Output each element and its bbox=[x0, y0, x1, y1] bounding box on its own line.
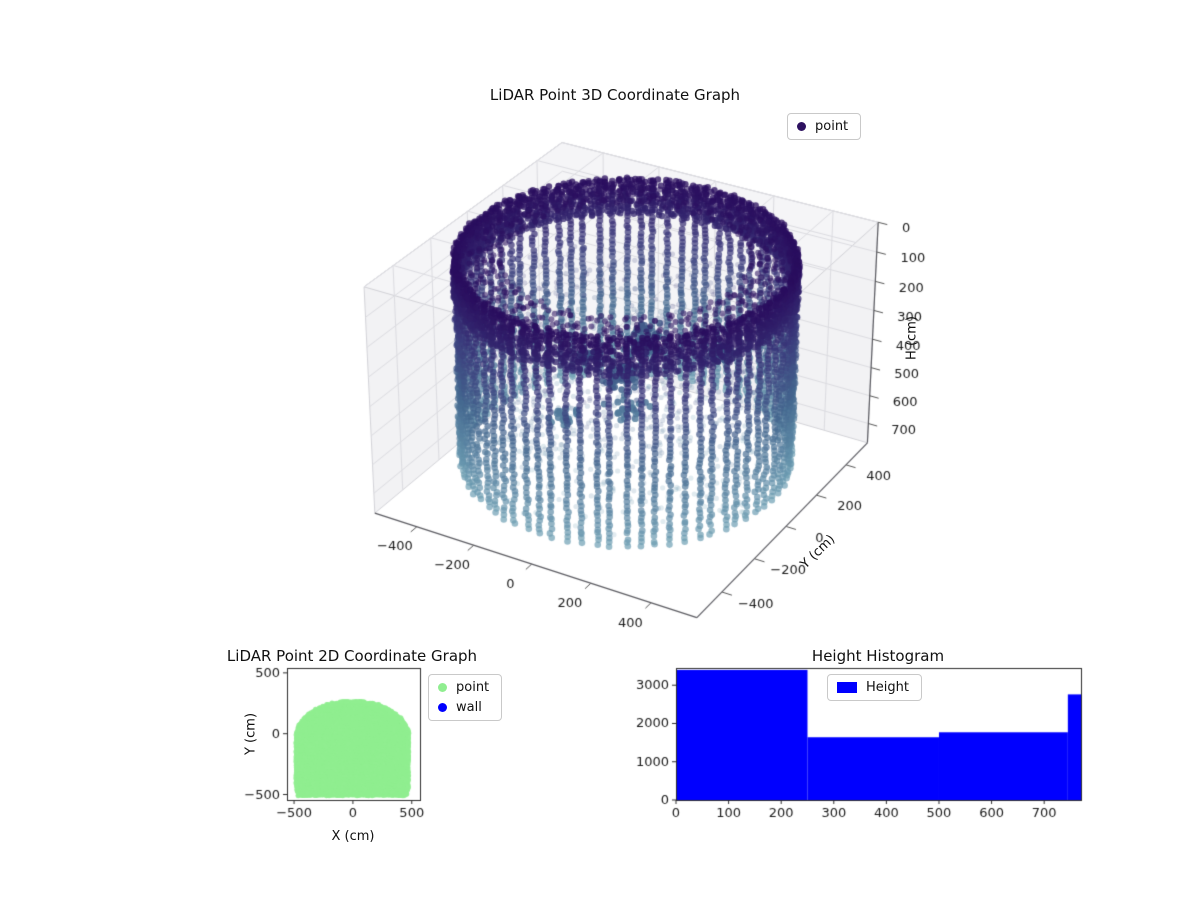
height-swatch-icon bbox=[837, 682, 857, 693]
legend-item-wall: wall bbox=[438, 700, 489, 715]
plot3d-h-axis-label: H (cm) bbox=[904, 316, 920, 360]
histogram-legend: Height bbox=[827, 674, 922, 701]
plot3d-legend: point bbox=[787, 113, 862, 140]
histogram-title: Height Histogram bbox=[811, 647, 945, 665]
point-marker-icon bbox=[438, 683, 447, 692]
plot2d-title: LiDAR Point 2D Coordinate Graph bbox=[226, 647, 478, 665]
plot3d-title: LiDAR Point 3D Coordinate Graph bbox=[489, 86, 741, 104]
point-marker-icon bbox=[797, 122, 806, 131]
plot2d-y-axis-label: Y (cm) bbox=[243, 712, 259, 756]
plot2d-legend: point wall bbox=[428, 674, 503, 721]
legend-item-height: Height bbox=[837, 680, 909, 695]
legend-label: Height bbox=[866, 680, 909, 695]
legend-label: point bbox=[456, 680, 490, 695]
plot2d-x-axis-label: X (cm) bbox=[331, 829, 375, 844]
legend-label: point bbox=[815, 119, 849, 134]
wall-marker-icon bbox=[438, 703, 447, 712]
legend-item-point: point bbox=[797, 119, 848, 134]
legend-item-point: point bbox=[438, 680, 489, 695]
legend-label: wall bbox=[456, 700, 482, 715]
